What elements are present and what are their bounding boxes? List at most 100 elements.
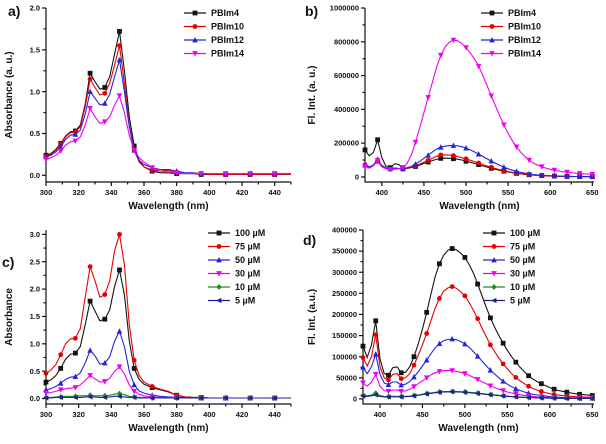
series-100 µM bbox=[360, 246, 595, 398]
svg-text:50 µM: 50 µM bbox=[235, 255, 260, 265]
svg-text:10 µM: 10 µM bbox=[235, 282, 260, 292]
svg-text:450: 450 bbox=[416, 410, 429, 419]
series-PBIm12 bbox=[43, 56, 291, 177]
svg-text:5 µM: 5 µM bbox=[510, 296, 530, 306]
svg-text:650: 650 bbox=[586, 410, 599, 419]
svg-text:500: 500 bbox=[460, 188, 473, 197]
series-5 µM bbox=[43, 393, 291, 401]
svg-text:100 µM: 100 µM bbox=[235, 228, 265, 238]
svg-text:550: 550 bbox=[501, 410, 514, 419]
svg-text:3.0: 3.0 bbox=[30, 230, 40, 239]
svg-text:350000: 350000 bbox=[332, 247, 357, 256]
y-axis-title: Absorbance (a. u.) bbox=[4, 51, 15, 138]
svg-text:0.5: 0.5 bbox=[30, 367, 40, 376]
svg-text:600: 600 bbox=[544, 410, 557, 419]
axes bbox=[42, 230, 292, 408]
svg-text:75 µM: 75 µM bbox=[510, 242, 535, 252]
svg-text:440: 440 bbox=[268, 188, 281, 197]
svg-text:300: 300 bbox=[40, 188, 53, 197]
svg-text:400: 400 bbox=[376, 188, 389, 197]
chart-panel-a: 300 320 340 360 380 400 420 440 0.0 0.5 1.0 1.5 2.0 W… bbox=[4, 4, 292, 212]
svg-text:500: 500 bbox=[459, 410, 472, 419]
svg-text:PBIm10: PBIm10 bbox=[508, 22, 541, 32]
series-50 µM bbox=[43, 328, 291, 401]
svg-text:75 µM: 75 µM bbox=[235, 242, 260, 252]
svg-text:400000: 400000 bbox=[334, 105, 359, 114]
panel-label-d: d) bbox=[303, 232, 317, 248]
svg-text:200000: 200000 bbox=[334, 139, 359, 148]
series-5 µM bbox=[360, 389, 595, 402]
y-axis-title: Absorbance bbox=[4, 288, 15, 346]
series-PBIm10 bbox=[43, 43, 291, 177]
chart-panel-d: 400 450 500 550 600 650 0 50000 100000 150000 2000… bbox=[307, 226, 599, 434]
chart-panel-b: 400 450 500 550 600 650 0 200000 400000 600000 800… bbox=[307, 4, 599, 212]
svg-text:420: 420 bbox=[236, 410, 249, 419]
svg-text:30 µM: 30 µM bbox=[510, 269, 535, 279]
svg-text:30 µM: 30 µM bbox=[235, 269, 260, 279]
svg-text:400: 400 bbox=[203, 410, 216, 419]
svg-text:400: 400 bbox=[203, 188, 216, 197]
chart-panel-c: 300 320 340 360 380 400 420 440 0.0 0.5 1.0 1.5 2.0 2… bbox=[4, 228, 292, 434]
svg-text:250000: 250000 bbox=[332, 289, 357, 298]
svg-text:100000: 100000 bbox=[332, 352, 357, 361]
svg-text:440: 440 bbox=[268, 410, 281, 419]
svg-text:0.0: 0.0 bbox=[30, 394, 40, 403]
svg-text:10 µM: 10 µM bbox=[510, 282, 535, 292]
svg-text:2.5: 2.5 bbox=[30, 257, 40, 266]
svg-text:420: 420 bbox=[236, 188, 249, 197]
panel-label-a: a) bbox=[8, 3, 21, 19]
svg-text:1.5: 1.5 bbox=[30, 45, 40, 54]
svg-text:50 µM: 50 µM bbox=[510, 255, 535, 265]
svg-text:320: 320 bbox=[72, 188, 85, 197]
svg-text:1.5: 1.5 bbox=[30, 312, 40, 321]
svg-text:PBIm14: PBIm14 bbox=[508, 49, 541, 59]
svg-text:50000: 50000 bbox=[336, 373, 357, 382]
svg-text:5 µM: 5 µM bbox=[235, 296, 255, 306]
svg-text:300: 300 bbox=[40, 410, 53, 419]
svg-text:380: 380 bbox=[170, 188, 183, 197]
panel-a: 300 320 340 360 380 400 420 440 0.0 0.5 1.0 1.5 2.0 W… bbox=[0, 0, 303, 222]
svg-text:150000: 150000 bbox=[332, 331, 357, 340]
series-75 µM bbox=[360, 284, 595, 400]
svg-text:1.0: 1.0 bbox=[30, 339, 40, 348]
series-PBIm4 bbox=[43, 29, 291, 177]
axes bbox=[361, 7, 594, 186]
svg-text:360: 360 bbox=[138, 188, 151, 197]
svg-text:340: 340 bbox=[105, 188, 118, 197]
series-PBIm14 bbox=[362, 37, 596, 178]
svg-text:PBIm12: PBIm12 bbox=[508, 35, 541, 45]
svg-text:600: 600 bbox=[544, 188, 557, 197]
series-PBIm4 bbox=[362, 137, 595, 180]
x-axis-title: Wavelength (nm) bbox=[438, 423, 518, 434]
tick-labels: 400 450 500 550 600 650 0 50000 100000 150000 2000… bbox=[332, 226, 599, 419]
svg-text:380: 380 bbox=[170, 410, 183, 419]
panel-c: 300 320 340 360 380 400 420 440 0.0 0.5 1.0 1.5 2.0 2… bbox=[0, 222, 303, 444]
svg-text:0.0: 0.0 bbox=[30, 171, 40, 180]
svg-text:2.0: 2.0 bbox=[30, 285, 40, 294]
x-axis-title: Wavelength (nm) bbox=[439, 201, 519, 212]
y-axis-title: Fl. Int. (a. u.) bbox=[307, 66, 318, 125]
svg-text:PBIm4: PBIm4 bbox=[508, 8, 536, 18]
svg-text:400: 400 bbox=[374, 410, 387, 419]
tick-labels: 300 320 340 360 380 400 420 440 0.0 0.5 1.0 1.5 2.0 bbox=[30, 4, 281, 197]
panel-label-b: b) bbox=[305, 3, 319, 19]
svg-text:0: 0 bbox=[353, 395, 357, 404]
x-axis-title: Wavelength (nm) bbox=[128, 201, 208, 212]
svg-text:600000: 600000 bbox=[334, 71, 359, 80]
svg-text:100 µM: 100 µM bbox=[510, 228, 540, 238]
axes bbox=[42, 7, 292, 186]
series-PBIm14 bbox=[43, 93, 291, 177]
svg-text:1.0: 1.0 bbox=[30, 87, 40, 96]
legend: 100 µM 75 µM 50 µM 30 µM 10 µM 5 µM bbox=[208, 228, 265, 306]
svg-text:400000: 400000 bbox=[332, 226, 357, 235]
svg-text:PBIm10: PBIm10 bbox=[211, 22, 244, 32]
svg-text:200000: 200000 bbox=[332, 310, 357, 319]
svg-text:800000: 800000 bbox=[334, 37, 359, 46]
svg-text:PBIm4: PBIm4 bbox=[211, 8, 239, 18]
tick-labels: 400 450 500 550 600 650 0 200000 400000 600000 800… bbox=[330, 4, 599, 197]
svg-text:320: 320 bbox=[72, 410, 85, 419]
svg-text:PBIm14: PBIm14 bbox=[211, 49, 244, 59]
svg-text:2.0: 2.0 bbox=[30, 4, 40, 13]
